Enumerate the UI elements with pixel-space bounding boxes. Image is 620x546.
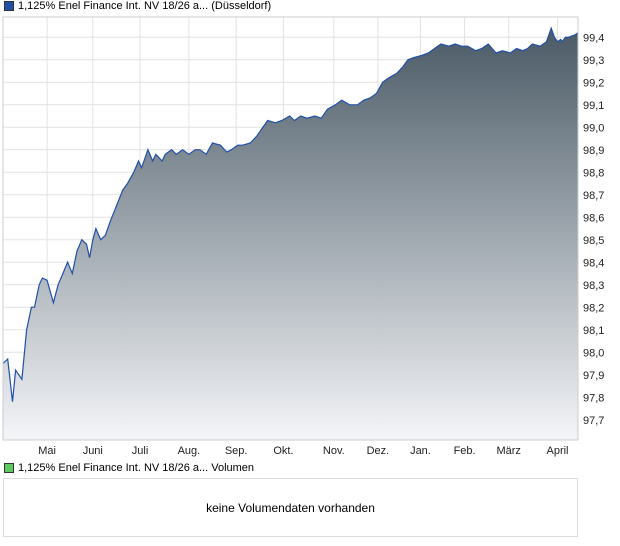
x-tick-label: Jan. [410,445,431,457]
y-tick-label: 98,0 [583,347,604,359]
x-tick-label: Okt. [273,445,293,457]
x-tick-label: Aug. [178,445,201,457]
x-tick-label: Juni [83,445,103,457]
y-tick-label: 98,9 [583,145,604,157]
x-tick-label: Sep. [225,445,248,457]
y-tick-label: 98,8 [583,167,604,179]
y-tick-label: 97,7 [583,415,604,427]
x-tick-label: Nov. [323,445,345,457]
y-tick-label: 98,7 [583,190,604,202]
x-tick-label: Juli [132,445,149,457]
y-tick-label: 99,1 [583,100,604,112]
price-legend-swatch [4,1,14,11]
price-line [2,26,579,402]
y-tick-label: 98,2 [583,302,604,314]
y-tick-label: 98,3 [583,280,604,292]
price-chart: 99,4 99,3 99,2 99,1 99,0 98,9 98,8 98,7 98,6 98,5… [2,16,604,457]
price-legend-label: 1,125% Enel Finance Int. NV 18/26 a... (… [18,0,272,12]
y-tick-label: 98,4 [583,257,604,269]
plot-frame [2,16,579,441]
x-tick-label: März [496,445,520,457]
y-tick-label: 98,5 [583,235,604,247]
volume-legend-swatch [4,463,14,473]
price-legend: 1,125% Enel Finance Int. NV 18/26 a... (… [4,0,271,12]
x-tick-label: Mai [38,445,56,457]
x-tick-label: April [547,445,569,457]
y-tick-label: 98,1 [583,325,604,337]
y-tick-label: 99,0 [583,122,604,134]
volume-legend: 1,125% Enel Finance Int. NV 18/26 a... V… [4,462,254,474]
y-tick-label: 99,3 [583,55,604,67]
volume-panel: keine Volumendaten vorhanden [3,478,578,537]
x-tick-label: Dez. [367,445,390,457]
volume-empty-message: keine Volumendaten vorhanden [206,500,375,515]
x-tick-label: Feb. [454,445,476,457]
y-tick-label: 99,4 [583,32,604,44]
y-tick-label: 99,2 [583,77,604,89]
y-tick-label: 97,9 [583,370,604,382]
y-tick-label: 97,8 [583,392,604,404]
volume-legend-label: 1,125% Enel Finance Int. NV 18/26 a... V… [18,462,255,474]
price-area [3,28,578,440]
y-tick-label: 98,6 [583,212,604,224]
